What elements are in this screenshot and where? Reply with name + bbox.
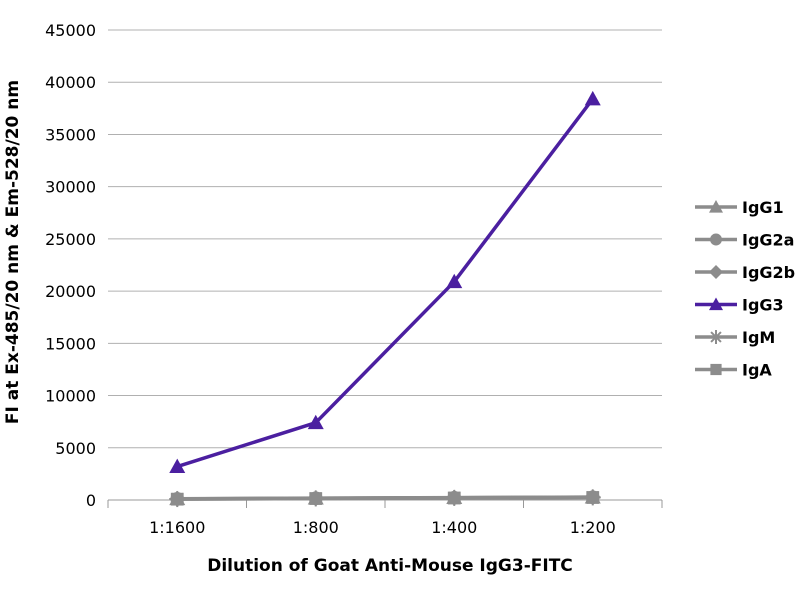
series-igg3 (169, 90, 601, 473)
y-tick-label: 25000 (45, 230, 96, 249)
series-line (176, 97, 595, 469)
y-axis-title: FI at Ex-485/20 nm & Em-528/20 nm (3, 80, 23, 424)
data-point (169, 458, 186, 473)
legend-item: IgG2b (695, 263, 795, 282)
x-tick-label: 1:200 (570, 518, 616, 537)
legend-marker (709, 330, 723, 344)
gridlines (108, 29, 662, 449)
data-point (446, 273, 463, 289)
y-tick-label: 30000 (45, 178, 96, 197)
y-tick-label: 5000 (55, 439, 96, 458)
data-point (447, 491, 461, 505)
y-tick-label: 40000 (45, 73, 96, 92)
legend-marker (709, 200, 723, 213)
data-point (586, 491, 600, 504)
x-tick-label: 1:1600 (149, 518, 205, 537)
legend-item: IgM (695, 328, 775, 347)
y-axis-ticks: 0 5000 10000 15000 20000 25000 30000 35000 40000… (45, 21, 96, 510)
x-tick-label: 1:400 (431, 518, 477, 537)
y-tick-label: 15000 (45, 334, 96, 353)
y-tick-label: 0 (86, 491, 96, 510)
y-tick-label: 45000 (45, 21, 96, 40)
x-axis-ticks: 1:1600 1:800 1:400 1:200 (107, 500, 663, 537)
data-point (170, 492, 184, 506)
legend-label: IgM (742, 328, 775, 347)
legend-label: IgA (742, 361, 772, 380)
legend-item: IgG2a (695, 231, 794, 250)
y-tick-label: 10000 (45, 387, 96, 406)
data-point (584, 90, 601, 106)
series-iga (170, 491, 600, 506)
series-line (177, 495, 593, 501)
x-axis-title: Dilution of Goat Anti-Mouse IgG3-FITC (207, 556, 573, 576)
legend-item: IgG3 (695, 296, 784, 315)
x-tick-label: 1:800 (293, 518, 339, 537)
legend-marker (709, 297, 723, 311)
data-point (309, 492, 323, 505)
y-tick-label: 20000 (45, 282, 96, 301)
legend-marker (709, 265, 723, 279)
legend-item: IgG1 (695, 198, 784, 217)
legend-label: IgG2a (742, 231, 794, 250)
legend-item: IgA (695, 361, 772, 380)
legend-marker (710, 233, 722, 246)
y-tick-label: 35000 (45, 125, 96, 144)
legend-marker (710, 363, 722, 376)
series-layer (169, 90, 601, 508)
legend: IgG1 IgG2a IgG2b IgG3 IgM IgA (695, 198, 795, 380)
legend-label: IgG1 (742, 198, 784, 217)
legend-label: IgG2b (742, 263, 795, 282)
legend-label: IgG3 (742, 296, 784, 315)
data-point (307, 414, 324, 430)
